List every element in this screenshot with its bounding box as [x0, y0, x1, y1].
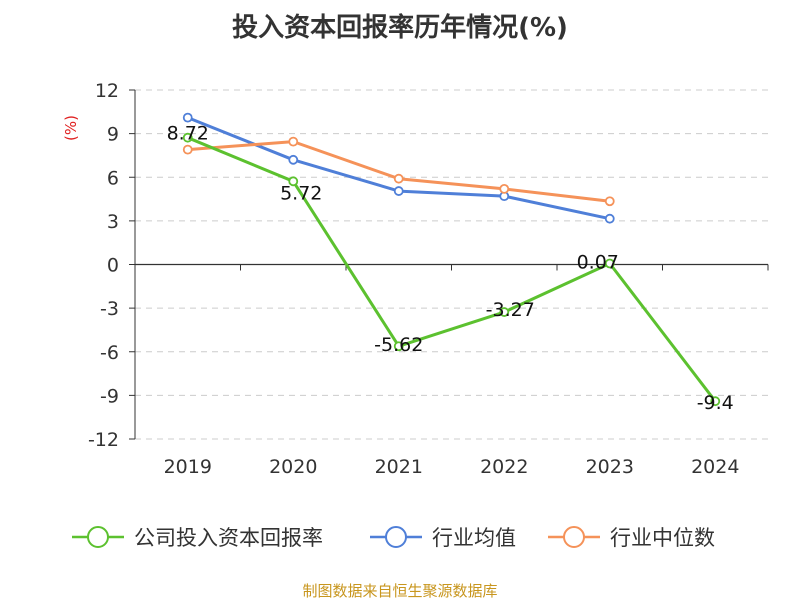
chart-title: 投入资本回报率历年情况(%)	[232, 12, 568, 43]
legend-marker	[563, 526, 585, 548]
axes: 12 9 6 3 0 -3 -6 -9 -12 2019 2020 2021 2022 2023 2024	[88, 80, 769, 478]
data-point[interactable]	[710, 396, 721, 407]
data-point[interactable]	[499, 307, 510, 317]
data-labels: 8.72 5.72 -5.62 -3.27 0.07 -9.4	[167, 123, 734, 414]
data-point[interactable]	[393, 186, 404, 196]
series-line	[187, 136, 717, 403]
data-point[interactable]	[288, 154, 299, 165]
x-tick-label: 2024	[691, 456, 739, 478]
data-label: 0.07	[577, 251, 619, 273]
y-tick-label: 12	[95, 80, 119, 102]
data-point[interactable]	[182, 132, 193, 143]
legend-label: 行业均值	[432, 526, 516, 550]
data-point[interactable]	[499, 183, 510, 194]
legend-label: 公司投入资本回报率	[134, 526, 323, 550]
x-tick-label: 2021	[375, 456, 423, 478]
data-point[interactable]	[288, 176, 299, 187]
source-note: 制图数据来自恒生聚源数据库	[302, 582, 497, 600]
y-tick-label: -12	[88, 429, 119, 451]
y-axis-label: (%)	[62, 115, 80, 141]
data-point[interactable]	[182, 112, 193, 123]
data-point[interactable]	[288, 136, 299, 147]
data-point[interactable]	[604, 213, 615, 224]
legend-item[interactable]: 行业中位数	[548, 526, 715, 550]
legend-marker	[87, 526, 109, 548]
data-point[interactable]	[604, 258, 615, 269]
y-tick-label: 0	[107, 255, 119, 277]
x-tick-label: 2019	[164, 456, 212, 478]
y-tick-label: 3	[107, 211, 119, 233]
legend-item[interactable]: 公司投入资本回报率	[72, 526, 323, 550]
y-tick-label: 9	[107, 124, 119, 146]
data-label: 5.72	[280, 182, 322, 204]
y-tick-label: -9	[100, 385, 119, 407]
data-label: -3.27	[486, 299, 535, 321]
data-label: -5.62	[374, 334, 423, 356]
data-label: 8.72	[167, 123, 209, 145]
series-layer	[182, 112, 721, 407]
legend-label: 行业中位数	[610, 526, 715, 550]
x-tick-label: 2023	[586, 456, 634, 478]
data-label: -9.4	[697, 392, 734, 414]
legend-item[interactable]: 行业均值	[370, 526, 516, 550]
y-tick-label: -6	[100, 342, 119, 364]
legend-marker	[385, 526, 407, 548]
data-point[interactable]	[393, 341, 404, 352]
legend[interactable]: 公司投入资本回报率 行业均值 行业中位数	[72, 526, 715, 550]
y-tick-label: -3	[100, 298, 119, 320]
series-line	[187, 116, 611, 221]
data-point[interactable]	[182, 144, 193, 155]
data-point[interactable]	[604, 196, 615, 207]
data-point[interactable]	[393, 173, 404, 184]
x-tick-label: 2022	[480, 456, 528, 478]
y-tick-label: 6	[107, 167, 119, 189]
x-tick-label: 2020	[269, 456, 317, 478]
